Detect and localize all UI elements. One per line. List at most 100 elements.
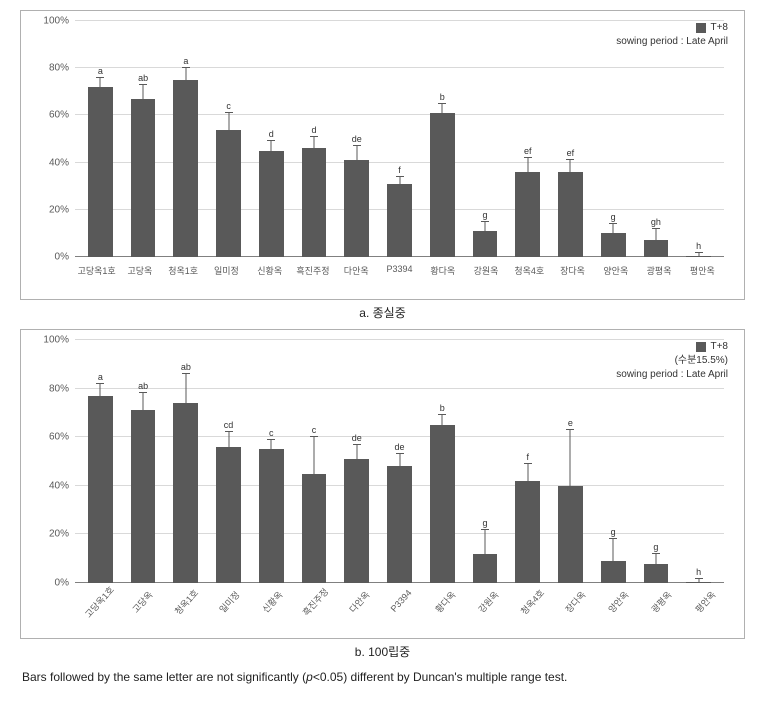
bar-slot: de [335,340,378,583]
error-cap [524,157,532,158]
footnote-p: p [306,670,313,684]
error-cap [267,439,275,440]
error-bar [271,141,272,150]
error-cap [267,140,275,141]
y-tick-label: 0% [33,252,69,263]
error-bar [100,384,101,396]
error-bar [143,85,144,99]
sig-letter: cd [224,420,234,430]
y-tick-label: 20% [33,204,69,215]
error-bar [442,415,443,425]
sig-letter: f [526,452,529,462]
x-tick-label: 강원옥 [464,264,507,277]
chart-a-subtitle: a. 종실중 [20,304,745,321]
sig-letter: ab [181,362,191,372]
error-cap [182,373,190,374]
error-cap [695,578,703,579]
sig-letter: a [183,56,188,66]
error-cap [652,228,660,229]
error-cap [182,67,190,68]
bar-slot: f [506,340,549,583]
error-bar [356,146,357,160]
bar-slot: gh [635,21,678,257]
bar [173,80,198,257]
bar-slot: ef [506,21,549,257]
chart-a-panel: T+8 sowing period : Late April 0%20%40%6… [20,10,745,300]
chart-b-subtitle: b. 100립중 [20,643,745,660]
bar [131,410,156,583]
footnote-pre: Bars followed by the same letter are not… [22,670,306,684]
bar [131,99,156,257]
bar-slot: c [250,340,293,583]
error-bar [356,445,357,460]
sig-letter: c [226,101,231,111]
error-bar [228,432,229,447]
x-tick-label: 고당옥 [118,264,161,277]
sig-letter: ef [567,148,575,158]
bar-slot: a [79,340,122,583]
sig-letter: de [352,433,362,443]
bar-slot: de [378,340,421,583]
sig-letter: d [269,129,274,139]
footnote-post: <0.05) different by Duncan's multiple ra… [313,670,568,684]
x-tick-label: 청옥4호 [508,264,551,277]
bar [515,172,540,257]
bar-slot: g [592,21,635,257]
sig-letter: g [611,212,616,222]
bar [344,160,369,257]
error-cap [438,103,446,104]
error-cap [353,444,361,445]
bar [644,564,669,583]
y-tick-label: 40% [33,480,69,491]
y-tick-label: 20% [33,529,69,540]
error-bar [185,68,186,80]
bar-slot: g [464,21,507,257]
y-tick-label: 100% [33,335,69,346]
bar [259,449,284,583]
error-cap [609,538,617,539]
bar-slot: d [293,21,336,257]
sig-letter: ab [138,381,148,391]
bar-slot: a [164,21,207,257]
bar [430,113,455,257]
error-cap [396,453,404,454]
sig-letter: g [653,542,658,552]
sig-letter: gh [651,217,661,227]
bar-slot: ab [122,340,165,583]
error-bar [100,78,101,87]
error-bar [271,440,272,450]
error-cap [566,159,574,160]
sig-letter: d [312,125,317,135]
error-cap [96,77,104,78]
bar-slot: g [592,340,635,583]
bar-slot: cd [207,340,250,583]
bar [387,466,412,583]
bar [344,459,369,583]
bar [644,240,669,257]
bar-slot: h [677,21,720,257]
bar-slot: c [293,340,336,583]
x-tick-label: 양안옥 [594,264,637,277]
error-cap [695,252,703,253]
bar [430,425,455,583]
error-cap [139,84,147,85]
x-tick-label: 일미정 [205,264,248,277]
x-tick-label: 광평옥 [637,264,680,277]
error-bar [613,539,614,561]
bar-slot: g [635,340,678,583]
error-bar [655,554,656,564]
x-tick-label: 장다옥 [551,264,594,277]
y-tick-label: 40% [33,157,69,168]
y-tick-label: 0% [33,578,69,589]
error-bar [570,430,571,486]
bar [259,151,284,257]
error-cap [438,414,446,415]
bar-slot: b [421,340,464,583]
error-bar [442,104,443,113]
sig-letter: g [482,210,487,220]
sig-letter: a [98,66,103,76]
footnote: Bars followed by the same letter are not… [20,668,745,684]
sig-letter: b [440,403,445,413]
sig-letter: de [352,134,362,144]
chart-b-plot: 0%20%40%60%80%100%aababcdccdedebgfeggh [75,340,724,583]
